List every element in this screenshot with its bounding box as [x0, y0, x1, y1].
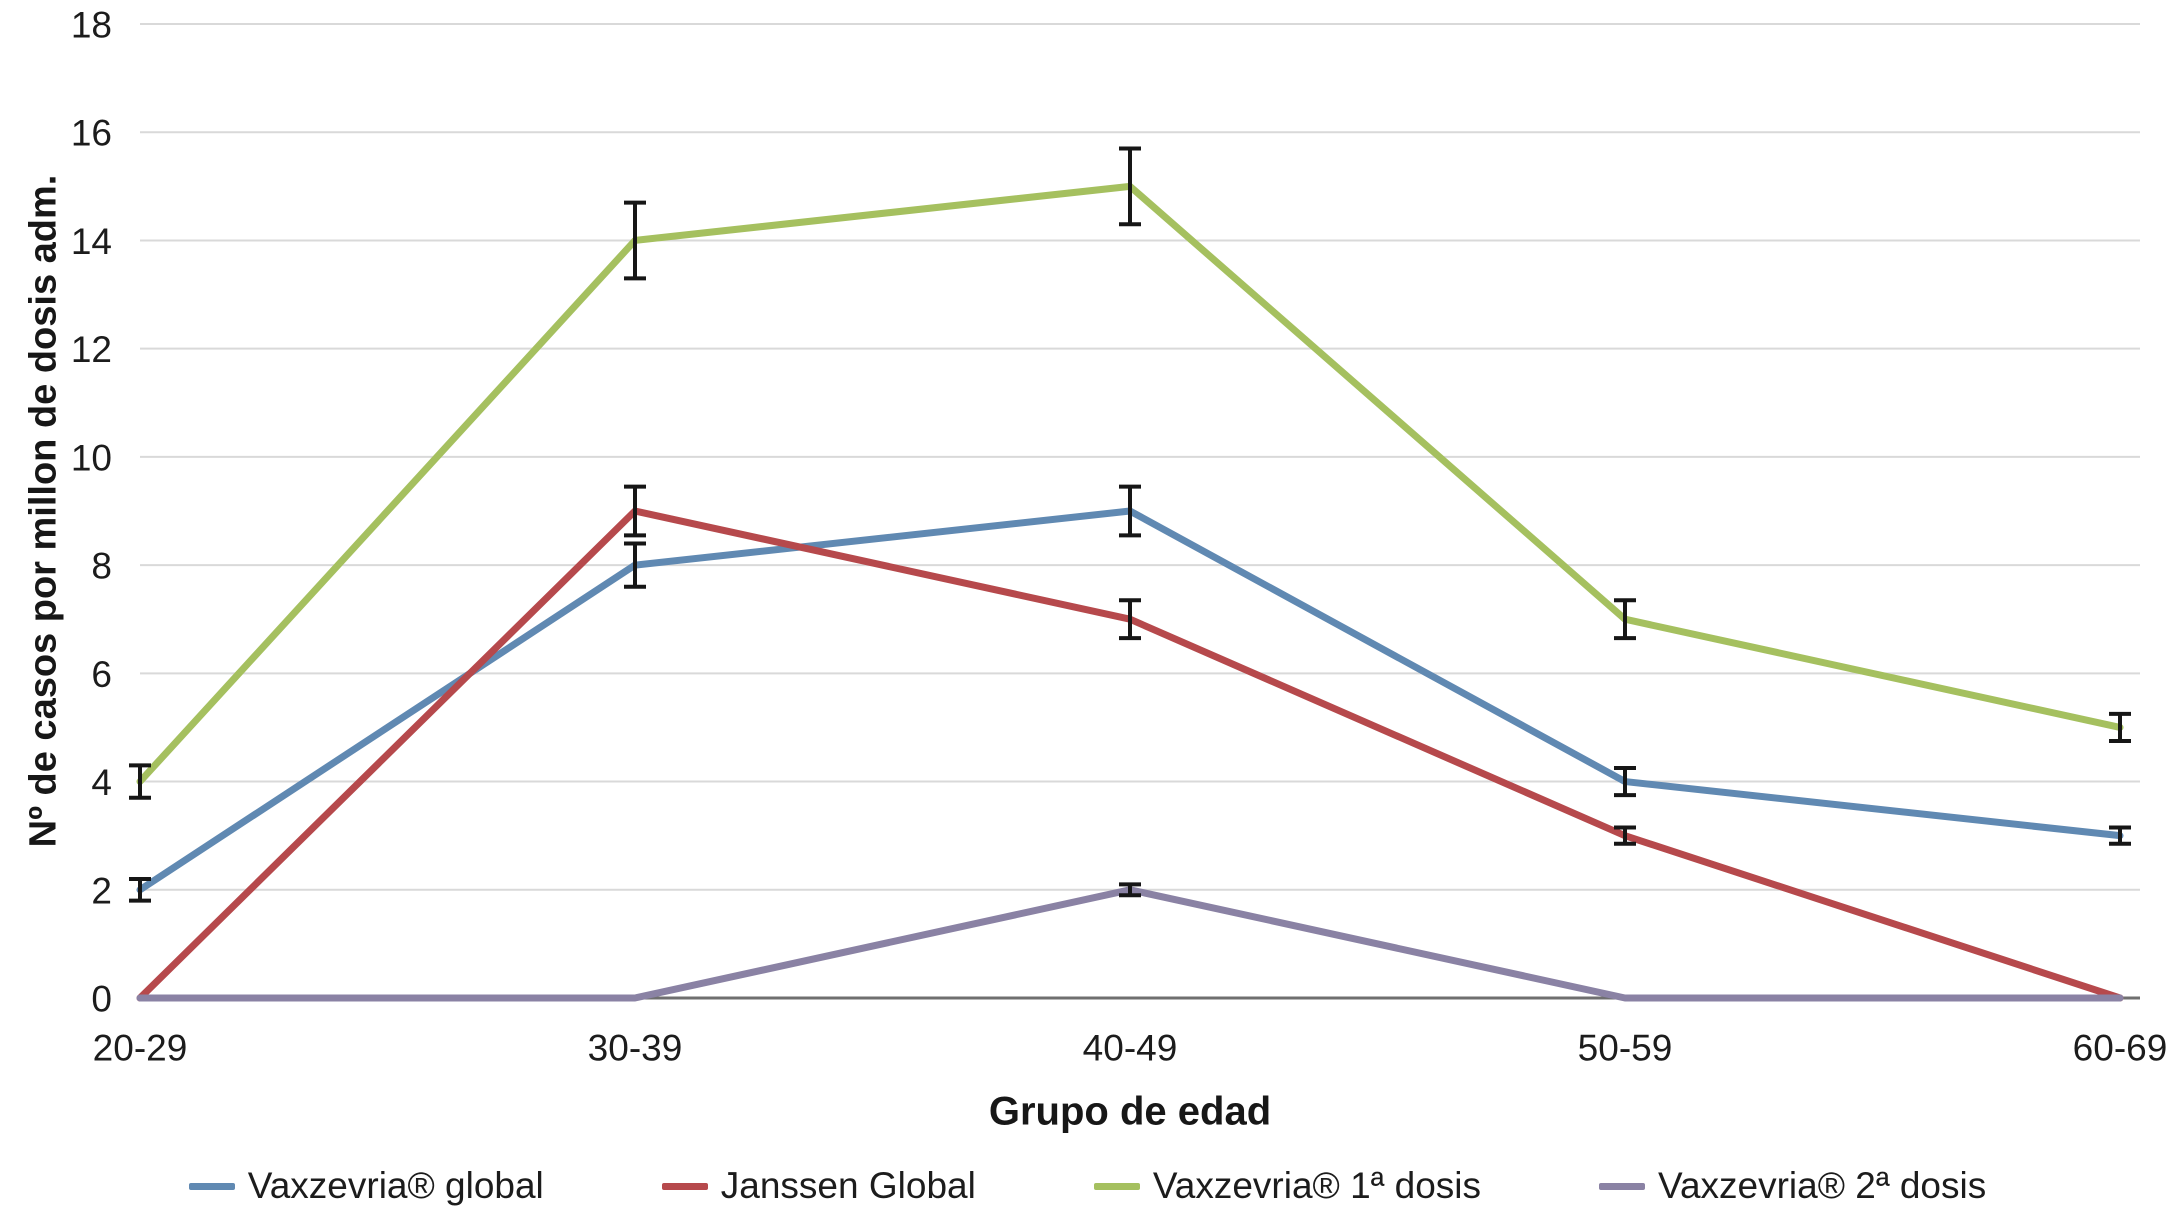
y-tick-label: 4 [91, 762, 112, 803]
legend: Vaxzevria® global Janssen Global Vaxzevria… [0, 1158, 2175, 1214]
series-line-vaxzevria-2-dosis [136, 886, 2124, 1002]
legend-swatch-icon [661, 1182, 708, 1190]
legend-item-janssen-global: Janssen Global [661, 1165, 976, 1207]
legend-label: Vaxzevria® global [247, 1165, 544, 1206]
y-tick-label: 14 [71, 221, 112, 262]
legend-item-vaxzevria-1-dosis: Vaxzevria® 1ª dosis [1093, 1165, 1482, 1207]
legend-item-vaxzevria-global: Vaxzevria® global [188, 1165, 544, 1207]
x-tick-label: 60-69 [2073, 1028, 2168, 1069]
series-line-vaxzevria-global [136, 507, 2124, 894]
legend-swatch-icon [188, 1182, 235, 1190]
x-tick-label: 40-49 [1083, 1028, 1178, 1069]
legend-label: Vaxzevria® 2ª dosis [1658, 1165, 1987, 1206]
legend-item-vaxzevria-2-dosis: Vaxzevria® 2ª dosis [1599, 1165, 1986, 1207]
x-tick-label: 20-29 [93, 1028, 188, 1069]
series-line-janssen-global [136, 507, 2124, 1002]
y-tick-label: 6 [91, 654, 112, 695]
y-tick-label: 16 [71, 113, 112, 154]
x-axis-title: Grupo de edad [988, 1089, 1272, 1134]
legend-swatch-icon [1599, 1182, 1646, 1190]
y-tick-label: 0 [91, 979, 112, 1020]
y-axis-title: Nº de casos por millon de dosis adm. [22, 174, 65, 848]
y-tick-label: 12 [71, 329, 112, 370]
legend-label: Vaxzevria® 1ª dosis [1152, 1165, 1482, 1206]
y-tick-label: 8 [91, 546, 112, 587]
x-tick-label: 50-59 [1578, 1028, 1673, 1069]
y-tick-label: 18 [71, 5, 112, 46]
legend-label: Janssen Global [720, 1165, 976, 1206]
y-tick-label: 10 [71, 437, 112, 478]
x-tick-label: 30-39 [588, 1028, 683, 1069]
legend-swatch-icon [1093, 1182, 1140, 1190]
y-tick-label: 2 [91, 870, 112, 911]
